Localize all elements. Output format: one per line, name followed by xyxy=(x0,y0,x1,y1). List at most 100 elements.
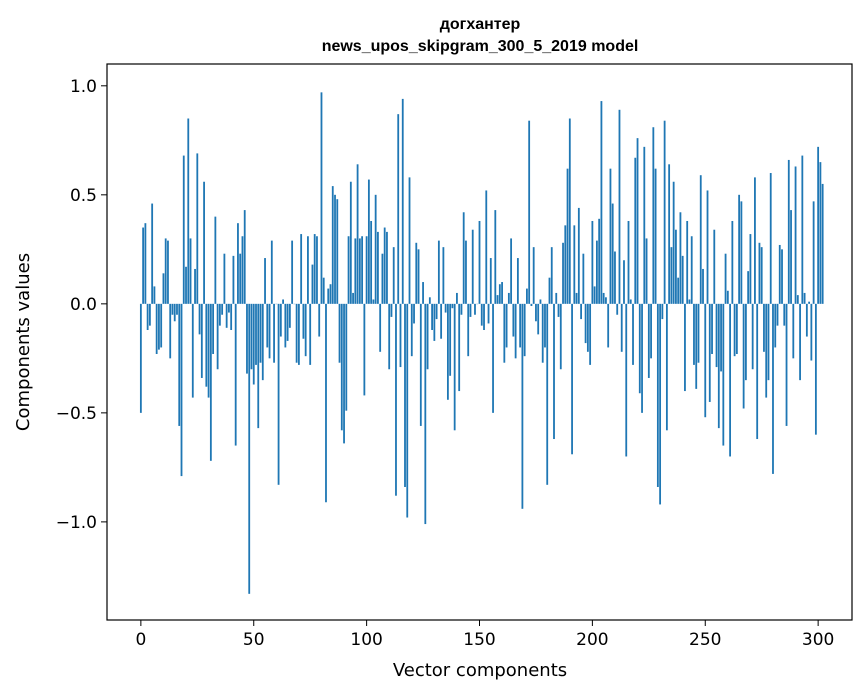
bar-278 xyxy=(767,303,770,381)
bar-205 xyxy=(602,292,605,304)
bar-137 xyxy=(449,303,452,376)
bar-142 xyxy=(460,303,463,315)
bar-10 xyxy=(162,273,165,304)
bar-229 xyxy=(656,303,659,487)
bar-221 xyxy=(638,303,641,394)
bar-41 xyxy=(232,255,235,304)
bar-61 xyxy=(277,303,280,485)
bar-150 xyxy=(478,220,481,304)
bar-71 xyxy=(300,234,303,304)
bar-279 xyxy=(769,173,772,304)
bar-250 xyxy=(704,303,707,418)
bar-4 xyxy=(148,303,151,326)
bar-52 xyxy=(257,303,260,429)
bar-196 xyxy=(582,253,585,304)
bar-241 xyxy=(684,303,686,392)
bar-266 xyxy=(740,201,743,304)
bar-89 xyxy=(340,303,343,431)
bar-177 xyxy=(539,299,542,304)
bar-139 xyxy=(453,303,456,431)
bar-223 xyxy=(643,146,646,304)
bar-301 xyxy=(819,162,822,304)
bar-215 xyxy=(625,303,628,457)
bar-93 xyxy=(349,181,352,304)
bar-110 xyxy=(388,303,391,370)
bar-143 xyxy=(462,212,465,304)
bar-151 xyxy=(480,303,483,326)
bar-180 xyxy=(546,303,549,485)
bar-8 xyxy=(158,303,160,350)
bar-112 xyxy=(392,247,395,304)
bar-210 xyxy=(614,251,616,304)
bar-39 xyxy=(228,303,230,313)
bar-27 xyxy=(200,303,203,378)
bar-159 xyxy=(498,284,501,304)
bar-2 xyxy=(144,223,147,304)
bar-127 xyxy=(426,303,429,370)
bar-7 xyxy=(155,303,158,354)
bar-209 xyxy=(611,203,614,304)
bar-115 xyxy=(399,303,402,368)
bar-99 xyxy=(363,303,366,396)
bar-284 xyxy=(781,249,783,304)
bar-107 xyxy=(381,253,384,304)
bar-261 xyxy=(729,303,731,457)
y-tick-label: 1.0 xyxy=(70,77,97,97)
bar-207 xyxy=(607,303,610,348)
bar-47 xyxy=(246,303,248,374)
bar-70 xyxy=(297,303,300,365)
bar-23 xyxy=(191,303,194,398)
bar-76 xyxy=(311,264,314,304)
bar-179 xyxy=(544,303,546,348)
bar-247 xyxy=(697,303,700,363)
bar-300 xyxy=(817,146,820,304)
bar-118 xyxy=(406,303,409,518)
bar-109 xyxy=(386,231,388,304)
plot-frame xyxy=(106,63,853,621)
bar-145 xyxy=(467,303,470,357)
bar-56 xyxy=(266,303,269,348)
bar-269 xyxy=(747,271,750,304)
bar-236 xyxy=(672,181,675,304)
x-tick-label: 250 xyxy=(689,630,721,650)
bar-245 xyxy=(693,303,695,365)
bar-94 xyxy=(352,292,354,304)
bar-293 xyxy=(801,155,804,304)
bar-203 xyxy=(598,218,601,304)
bar-43 xyxy=(237,223,239,304)
bar-18 xyxy=(180,303,183,477)
bar-202 xyxy=(595,240,598,304)
bar-172 xyxy=(528,120,531,304)
bar-122 xyxy=(415,242,418,304)
bar-253 xyxy=(711,303,713,354)
bar-21 xyxy=(187,118,190,304)
bar-146 xyxy=(469,303,472,317)
bar-181 xyxy=(548,277,551,304)
bar-174 xyxy=(532,247,535,304)
bar-65 xyxy=(286,303,289,341)
x-tick-label: 150 xyxy=(463,630,495,650)
bar-175 xyxy=(535,303,537,322)
bar-123 xyxy=(417,249,420,304)
x-tick-label: 300 xyxy=(802,630,834,650)
bar-75 xyxy=(309,303,312,365)
bar-69 xyxy=(295,303,298,363)
bar-263 xyxy=(733,303,736,357)
bar-289 xyxy=(792,303,795,359)
bar-141 xyxy=(458,303,461,392)
bar-84 xyxy=(329,284,332,304)
bar-46 xyxy=(243,210,246,304)
bar-17 xyxy=(178,303,181,426)
bar-134 xyxy=(442,247,445,304)
bar-298 xyxy=(812,201,815,304)
bar-90 xyxy=(343,303,345,444)
bar-198 xyxy=(586,303,589,352)
bar-73 xyxy=(304,303,307,357)
bar-187 xyxy=(562,242,564,304)
bar-63 xyxy=(282,299,284,304)
bar-182 xyxy=(550,247,553,304)
bar-20 xyxy=(185,266,187,304)
bar-154 xyxy=(487,303,490,324)
bar-166 xyxy=(514,303,517,359)
bar-165 xyxy=(512,303,515,337)
